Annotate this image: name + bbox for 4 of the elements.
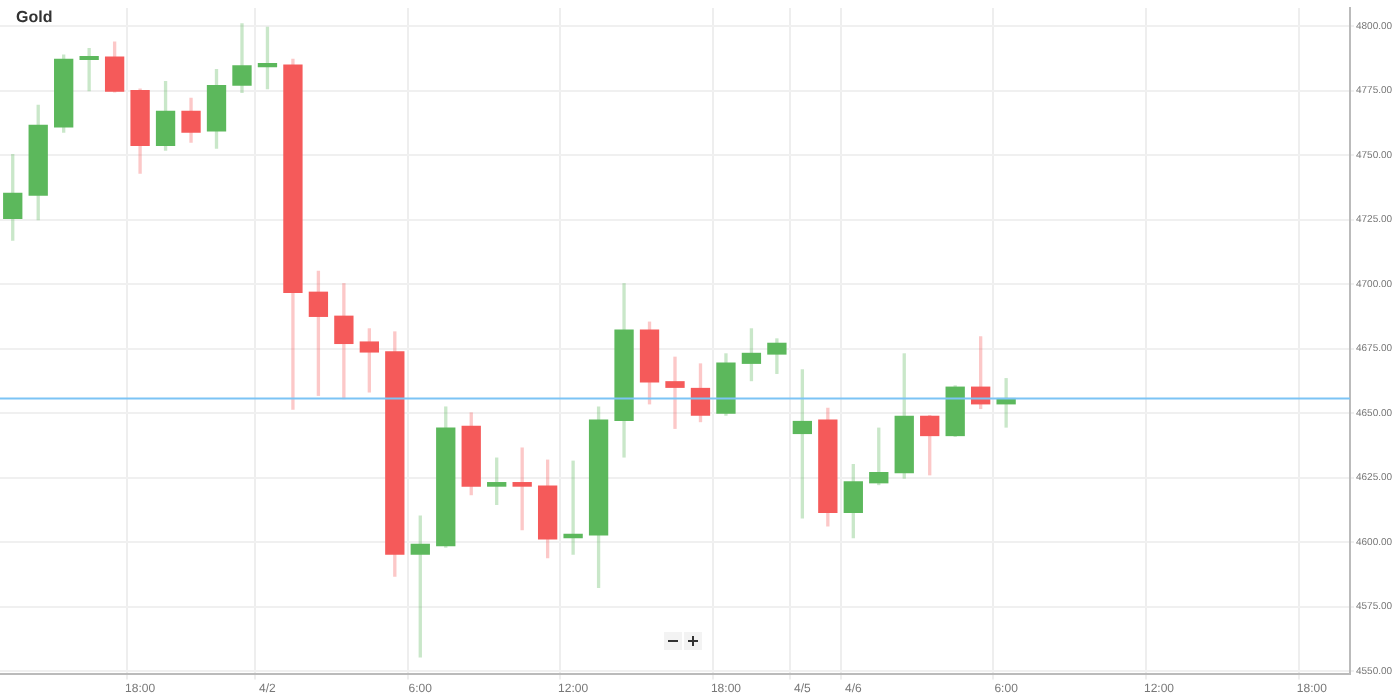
chart-title: Gold	[16, 8, 53, 26]
candlestick	[334, 283, 354, 400]
candlestick	[665, 356, 685, 429]
candlestick	[79, 48, 99, 92]
